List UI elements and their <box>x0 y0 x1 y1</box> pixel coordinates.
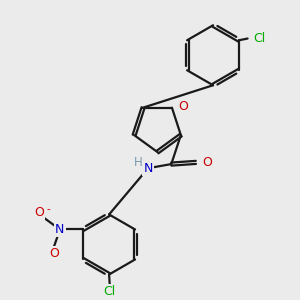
Text: -: - <box>46 204 50 214</box>
Text: N: N <box>55 223 64 236</box>
Text: Cl: Cl <box>103 285 116 298</box>
Text: O: O <box>202 156 212 169</box>
Text: H: H <box>134 155 142 169</box>
Text: O: O <box>34 206 44 219</box>
Text: Cl: Cl <box>254 32 266 45</box>
Text: O: O <box>49 247 59 260</box>
Text: O: O <box>178 100 188 113</box>
Text: N: N <box>143 162 153 175</box>
